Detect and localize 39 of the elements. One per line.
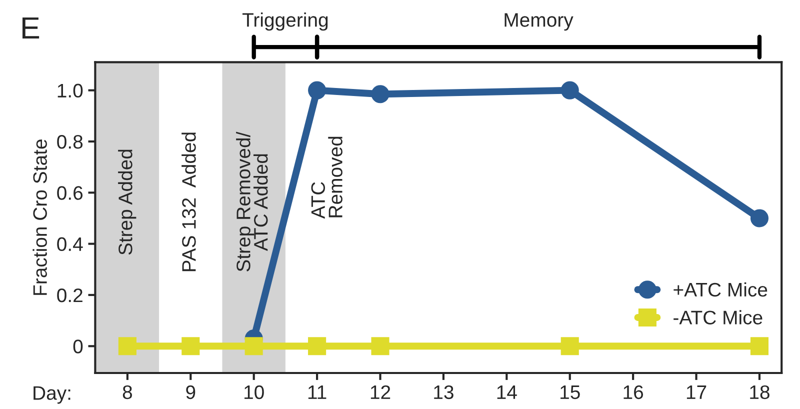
x-tick-label: 16 <box>624 385 644 400</box>
x-tick-label: 12 <box>370 385 390 399</box>
point <box>750 209 769 228</box>
y-axis-title: Fraction Cro State <box>32 140 47 295</box>
point <box>371 337 390 356</box>
y-tick-label: 0.8 <box>57 134 83 149</box>
text: Triggering <box>242 12 328 31</box>
point <box>308 337 326 356</box>
x-tick-label: 18 <box>750 385 770 400</box>
annotation: PAS 132 Added <box>182 132 196 272</box>
legend-label: -ATC Mice <box>674 310 762 324</box>
x-tick-label: 14 <box>497 386 517 399</box>
y-tick-label: 0.2 <box>57 288 82 302</box>
band-label: Strep Removed/ ATC Added <box>236 132 268 272</box>
annotation: ATC Removed <box>311 136 342 219</box>
x-tick-label: 9 <box>186 385 196 400</box>
x-tick-label: 8 <box>122 385 132 400</box>
point <box>560 81 579 100</box>
legend-label: +ATC Mice <box>674 282 768 297</box>
y-tick-label: 0.4 <box>57 237 83 252</box>
y-tick-label: 0 <box>73 340 83 354</box>
x-tick-label: 17 <box>686 386 706 399</box>
y-tick-label: 1.0 <box>58 84 83 98</box>
point <box>244 337 263 356</box>
x-tick-label: 11 <box>308 386 326 399</box>
point <box>560 337 579 356</box>
text: Memory <box>504 13 574 31</box>
point <box>371 85 390 104</box>
point <box>182 337 200 356</box>
y-tick-label: 0.6 <box>57 186 83 200</box>
point <box>118 337 136 356</box>
text: E <box>22 17 40 39</box>
band-label: Strep Added <box>118 150 136 255</box>
x-tick-label: 10 <box>244 385 264 400</box>
point <box>750 337 769 356</box>
x-tick-label: 13 <box>434 385 454 400</box>
x-axis-title: Day: <box>34 386 70 404</box>
point <box>308 81 326 100</box>
x-tick-label: 15 <box>560 386 580 400</box>
